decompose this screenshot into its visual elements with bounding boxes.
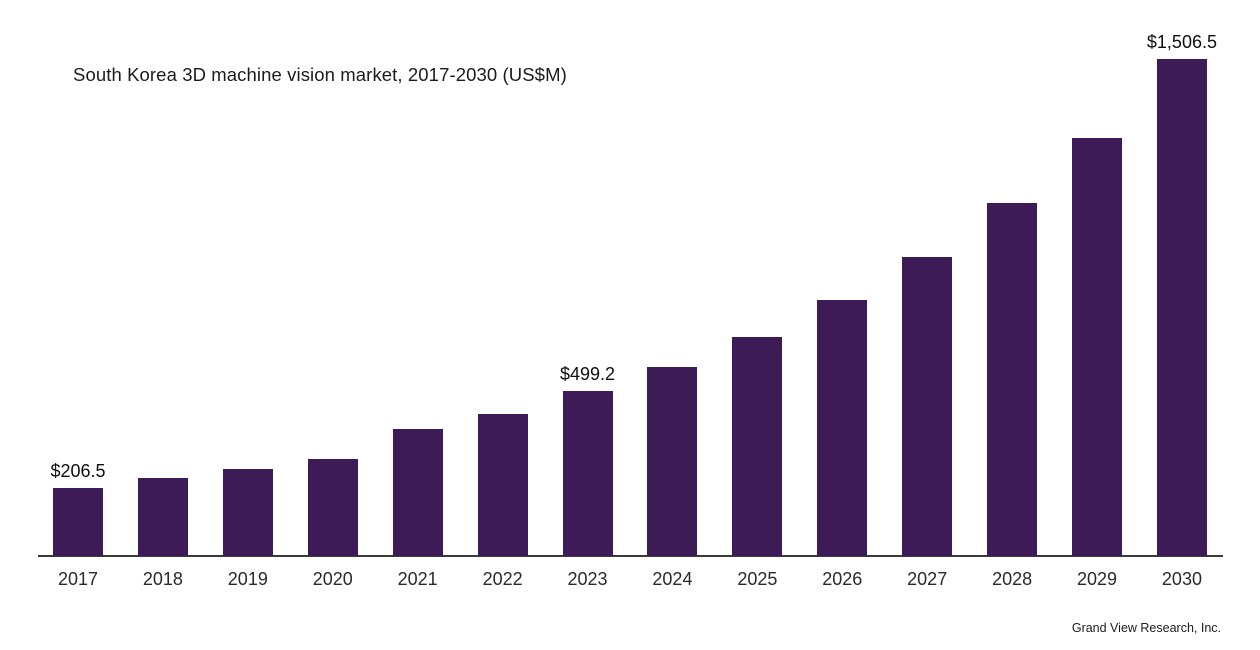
x-tick-label-2024: 2024 (652, 569, 693, 589)
bar-2020 (307, 459, 358, 556)
chart-title: South Korea 3D machine vision market, 20… (73, 64, 567, 85)
value-label-2023: $499.2 (559, 364, 616, 385)
x-tick-label-2029: 2029 (1077, 569, 1118, 589)
x-tick-label-2020: 2020 (312, 569, 353, 589)
bar-2019 (222, 468, 273, 556)
bar-2018 (137, 478, 188, 556)
bar-2029 (1072, 137, 1123, 556)
x-axis-line (38, 555, 1223, 557)
bar-2024 (647, 366, 698, 556)
x-tick-label-2025: 2025 (737, 569, 778, 589)
x-tick-label-2017: 2017 (57, 569, 99, 589)
x-tick-label-2026: 2026 (822, 569, 863, 589)
bar-2023 (562, 391, 613, 556)
x-tick-label-2023: 2023 (567, 569, 608, 589)
value-label-2017: $206.5 (50, 460, 106, 481)
x-tick-label-2028: 2028 (992, 569, 1033, 589)
source-attribution: Grand View Research, Inc. (1071, 621, 1221, 635)
x-tick-label-2030: 2030 (1161, 569, 1202, 589)
value-label-2030: $1,506.5 (1146, 32, 1217, 52)
x-tick-label-2022: 2022 (482, 569, 523, 589)
bar-2028 (987, 203, 1038, 556)
bar-2030 (1156, 59, 1207, 556)
bar-2017 (53, 487, 103, 556)
x-tick-label-2018: 2018 (142, 569, 183, 589)
bar-2026 (817, 299, 868, 556)
bar-2021 (392, 429, 443, 556)
x-tick-label-2027: 2027 (907, 569, 948, 589)
bar-2022 (477, 414, 528, 556)
x-tick-label-2021: 2021 (397, 569, 438, 589)
x-tick-label-2019: 2019 (227, 569, 268, 589)
bar-2027 (902, 256, 953, 556)
bar-2025 (732, 337, 783, 556)
